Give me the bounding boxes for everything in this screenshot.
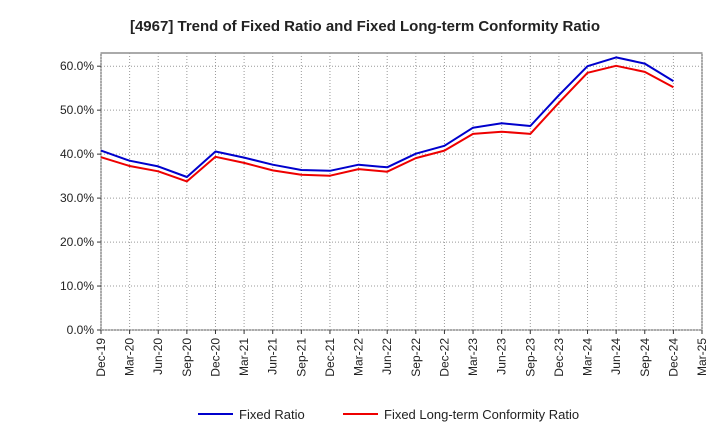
x-tick-label: Mar-24 (581, 338, 595, 376)
x-tick-label: Sep-24 (638, 338, 652, 377)
x-tick-label: Dec-21 (323, 338, 337, 377)
legend: Fixed Ratio Fixed Long-term Conformity Ra… (198, 407, 579, 422)
plot-area (100, 52, 703, 331)
grid-lines (100, 53, 703, 331)
series-line-fixed-long-term-conformity-ratio (100, 64, 674, 183)
x-tick-label: Jun-23 (495, 338, 509, 375)
x-tick-label: Dec-20 (208, 338, 222, 377)
x-tick-label: Sep-23 (523, 338, 537, 377)
chart-title: [4967] Trend of Fixed Ratio and Fixed Lo… (130, 18, 600, 35)
x-tick-label: Sep-21 (294, 338, 308, 377)
legend-item: Fixed Ratio (198, 407, 305, 422)
series-line-fixed-ratio (100, 56, 674, 178)
x-tick-label: Mar-25 (695, 338, 709, 376)
x-tick-label: Mar-21 (237, 338, 251, 376)
y-tick-label: 0.0% (67, 323, 95, 337)
y-tick-label: 50.0% (60, 103, 94, 117)
x-tick-label: Dec-19 (94, 338, 108, 377)
x-tick-label: Dec-23 (552, 338, 566, 377)
x-axis: Dec-19 Mar-20 Jun-20 Sep-20 Dec-20 Mar-21 Jun-… (94, 330, 709, 377)
x-tick-label: Dec-24 (666, 338, 680, 377)
legend-label: Fixed Ratio (239, 407, 305, 422)
x-tick-label: Jun-22 (380, 338, 394, 375)
y-tick-label: 60.0% (60, 59, 94, 73)
y-axis: 0.0% 10.0% 20.0% 30.0% 40.0% 50.0% 60.0% (60, 59, 101, 337)
x-tick-label: Jun-24 (609, 338, 623, 375)
x-tick-label: Mar-22 (352, 338, 366, 376)
y-tick-label: 10.0% (60, 279, 94, 293)
x-tick-label: Jun-21 (266, 338, 280, 375)
x-tick-label: Mar-20 (123, 338, 137, 376)
x-tick-label: Dec-22 (437, 338, 451, 377)
y-tick-label: 20.0% (60, 235, 94, 249)
legend-item: Fixed Long-term Conformity Ratio (343, 407, 579, 422)
x-tick-label: Sep-22 (409, 338, 423, 377)
y-tick-label: 30.0% (60, 191, 94, 205)
plot-border (100, 52, 703, 331)
x-tick-label: Mar-23 (466, 338, 480, 376)
series-lines (100, 56, 674, 183)
x-tick-label: Sep-20 (180, 338, 194, 377)
y-tick-label: 40.0% (60, 147, 94, 161)
legend-label: Fixed Long-term Conformity Ratio (384, 407, 579, 422)
x-tick-label: Jun-20 (151, 338, 165, 375)
